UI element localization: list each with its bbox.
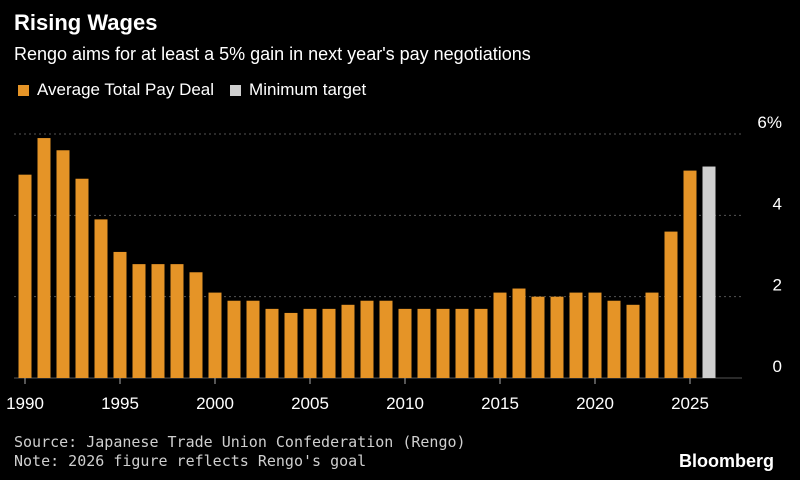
bar-average-pay-deal	[246, 300, 260, 378]
legend-item-average-pay: Average Total Pay Deal	[18, 80, 214, 100]
bar-average-pay-deal	[664, 231, 678, 378]
bar-average-pay-deal	[265, 308, 279, 378]
bar-average-pay-deal	[37, 138, 51, 378]
legend-label: Minimum target	[249, 80, 367, 99]
bar-average-pay-deal	[208, 292, 222, 378]
chart-subtitle: Rengo aims for at least a 5% gain in nex…	[14, 44, 531, 64]
legend: Average Total Pay Deal Minimum target	[18, 80, 382, 100]
bar-average-pay-deal	[94, 219, 108, 378]
bar-average-pay-deal	[531, 296, 545, 378]
x-tick-label: 2025	[671, 394, 709, 413]
x-tick-label: 2000	[196, 394, 234, 413]
bar-average-pay-deal	[284, 312, 298, 378]
bar-average-pay-deal	[569, 292, 583, 378]
y-tick-label: 6%	[757, 113, 782, 132]
bar-average-pay-deal	[474, 308, 488, 378]
bar-average-pay-deal	[550, 296, 564, 378]
bar-average-pay-deal	[417, 308, 431, 378]
y-tick-label: 0	[773, 357, 782, 376]
legend-item-minimum-target: Minimum target	[230, 80, 366, 100]
bar-average-pay-deal	[360, 300, 374, 378]
legend-swatch-gray	[230, 84, 242, 96]
bar-average-pay-deal	[493, 292, 507, 378]
x-tick-label: 2015	[481, 394, 519, 413]
bar-average-pay-deal	[322, 308, 336, 378]
y-tick-label: 4	[773, 194, 782, 213]
bar-average-pay-deal	[303, 308, 317, 378]
footer-notes: Source: Japanese Trade Union Confederati…	[14, 433, 466, 471]
bar-average-pay-deal	[113, 251, 127, 378]
x-tick-label: 2020	[576, 394, 614, 413]
chart-title: Rising Wages	[14, 10, 158, 35]
bar-average-pay-deal	[645, 292, 659, 378]
x-tick-label: 1995	[101, 394, 139, 413]
y-tick-label: 2	[773, 276, 782, 295]
source-note: Source: Japanese Trade Union Confederati…	[14, 433, 466, 451]
legend-label: Average Total Pay Deal	[37, 80, 215, 99]
bar-average-pay-deal	[18, 174, 32, 378]
bar-average-pay-deal	[132, 264, 146, 378]
bar-average-pay-deal	[588, 292, 602, 378]
bar-average-pay-deal	[512, 288, 526, 378]
x-tick-label: 2010	[386, 394, 424, 413]
legend-swatch-orange	[18, 84, 29, 96]
bar-average-pay-deal	[379, 300, 393, 378]
x-tick-label: 2005	[291, 394, 329, 413]
x-tick-label: 1990	[6, 394, 44, 413]
footnote: Note: 2026 figure reflects Rengo's goal	[14, 452, 367, 470]
bar-average-pay-deal	[170, 264, 184, 378]
bar-average-pay-deal	[626, 304, 640, 378]
bar-average-pay-deal	[436, 308, 450, 378]
bar-minimum-target	[702, 166, 716, 378]
bar-average-pay-deal	[341, 304, 355, 378]
bar-average-pay-deal	[227, 300, 241, 378]
bar-average-pay-deal	[455, 308, 469, 378]
bar-average-pay-deal	[56, 150, 70, 378]
bar-average-pay-deal	[607, 300, 621, 378]
bar-average-pay-deal	[683, 170, 697, 378]
bar-average-pay-deal	[75, 178, 89, 378]
bar-average-pay-deal	[398, 308, 412, 378]
bar-average-pay-deal	[189, 272, 203, 378]
bloomberg-logo: Bloomberg	[678, 451, 774, 471]
bar-average-pay-deal	[151, 264, 165, 378]
